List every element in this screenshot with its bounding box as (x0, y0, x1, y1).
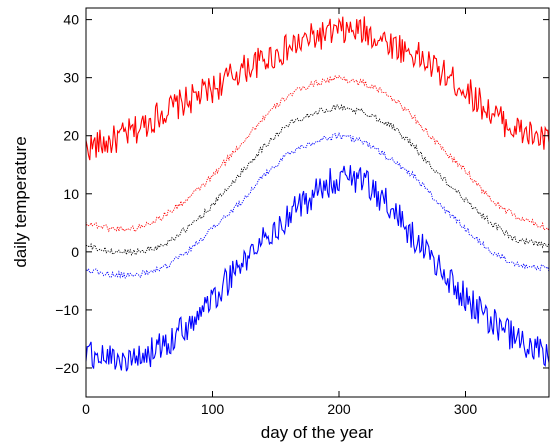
x-tick-label: 100 (201, 401, 225, 417)
y-tick-label: 20 (63, 128, 79, 144)
y-tick-label: 0 (71, 244, 79, 260)
series-line-4 (85, 132, 550, 280)
series-line-5 (85, 165, 550, 372)
plot-marks (85, 16, 550, 372)
axis-ticks: 0 100 200 300 −20 −10 0 10 20 30 40 (55, 8, 549, 417)
y-axis-label: daily temperature (11, 136, 30, 267)
series-line-1 (85, 16, 550, 161)
x-tick-label: 200 (327, 401, 351, 417)
y-tick-label: 10 (63, 186, 79, 202)
y-tick-label: −10 (55, 302, 79, 318)
y-tick-label: 30 (63, 70, 79, 86)
y-tick-label: 40 (63, 12, 79, 28)
x-tick-label: 300 (454, 401, 478, 417)
plot-frame (85, 7, 550, 398)
y-tick-label: −20 (55, 360, 79, 376)
series-line-3 (85, 103, 550, 256)
series-line-2 (85, 75, 550, 233)
x-tick-label: 0 (82, 401, 90, 417)
x-axis-label: day of the year (261, 423, 374, 442)
